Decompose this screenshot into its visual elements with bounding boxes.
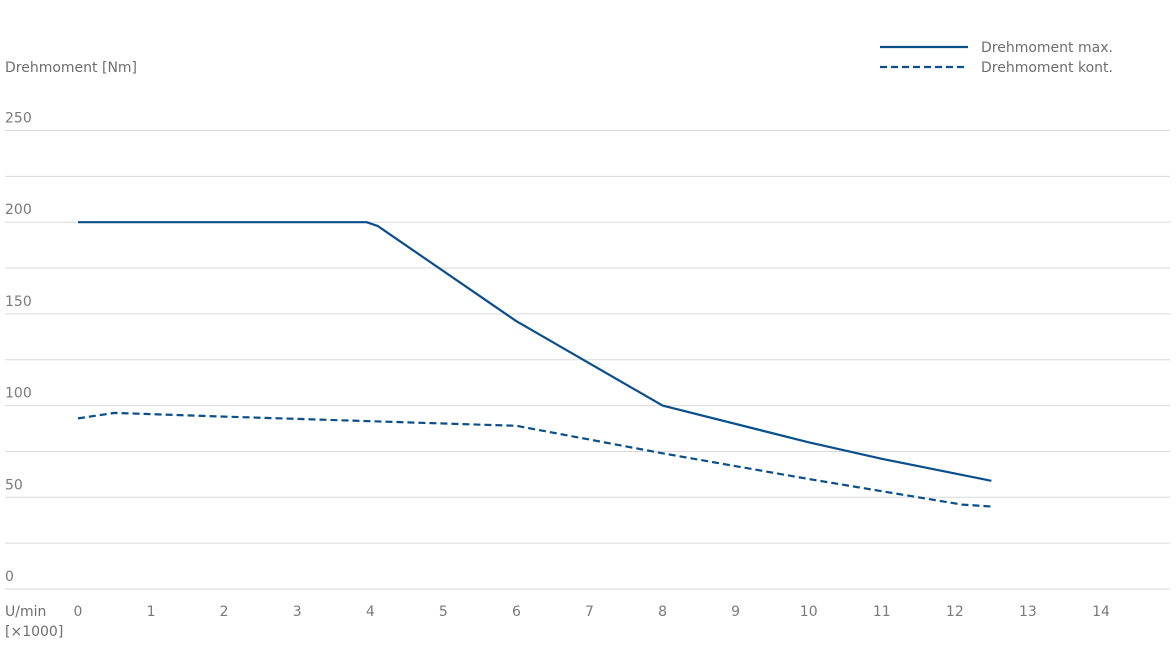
y-tick-labels: 0 50 100 150 200 250 <box>5 111 32 586</box>
legend-label-max: Drehmoment max. <box>981 40 1113 56</box>
x-tick-label: 7 <box>585 604 594 620</box>
x-tick-label: 11 <box>873 604 891 620</box>
x-tick-label: 3 <box>293 604 302 620</box>
x-tick-label: 10 <box>800 604 818 620</box>
x-tick-label: 13 <box>1019 604 1037 620</box>
y-tick-label: 150 <box>5 294 32 310</box>
x-tick-label: 4 <box>366 604 375 620</box>
series-lines <box>77 221 992 508</box>
x-tick-label: 6 <box>512 604 521 620</box>
x-tick-label: 9 <box>731 604 740 620</box>
x-tick-label: 12 <box>946 604 964 620</box>
y-tick-label: 250 <box>5 111 32 127</box>
x-axis-title: U/min <box>5 604 46 620</box>
grid-lines <box>5 130 1170 590</box>
x-tick-label: 5 <box>439 604 448 620</box>
y-tick-label: 50 <box>5 477 23 493</box>
legend-label-kont: Drehmoment kont. <box>981 60 1113 76</box>
y-tick-label: 0 <box>5 569 14 585</box>
x-tick-label: 2 <box>220 604 229 620</box>
x-tick-label: 8 <box>658 604 667 620</box>
x-axis-unit: [×1000] <box>5 624 63 640</box>
legend: Drehmoment max. Drehmoment kont. <box>880 40 1113 76</box>
series-line-kont <box>77 411 992 508</box>
y-tick-label: 100 <box>5 386 32 402</box>
x-tick-labels: 0 1 2 3 4 5 6 7 8 9 10 11 12 13 14 <box>74 604 1110 620</box>
x-tick-label: 1 <box>147 604 156 620</box>
y-axis-title: Drehmoment [Nm] <box>5 60 137 76</box>
series-line-max <box>78 221 992 482</box>
y-tick-label: 200 <box>5 202 32 218</box>
x-tick-label: 0 <box>74 604 83 620</box>
x-tick-label: 14 <box>1092 604 1110 620</box>
